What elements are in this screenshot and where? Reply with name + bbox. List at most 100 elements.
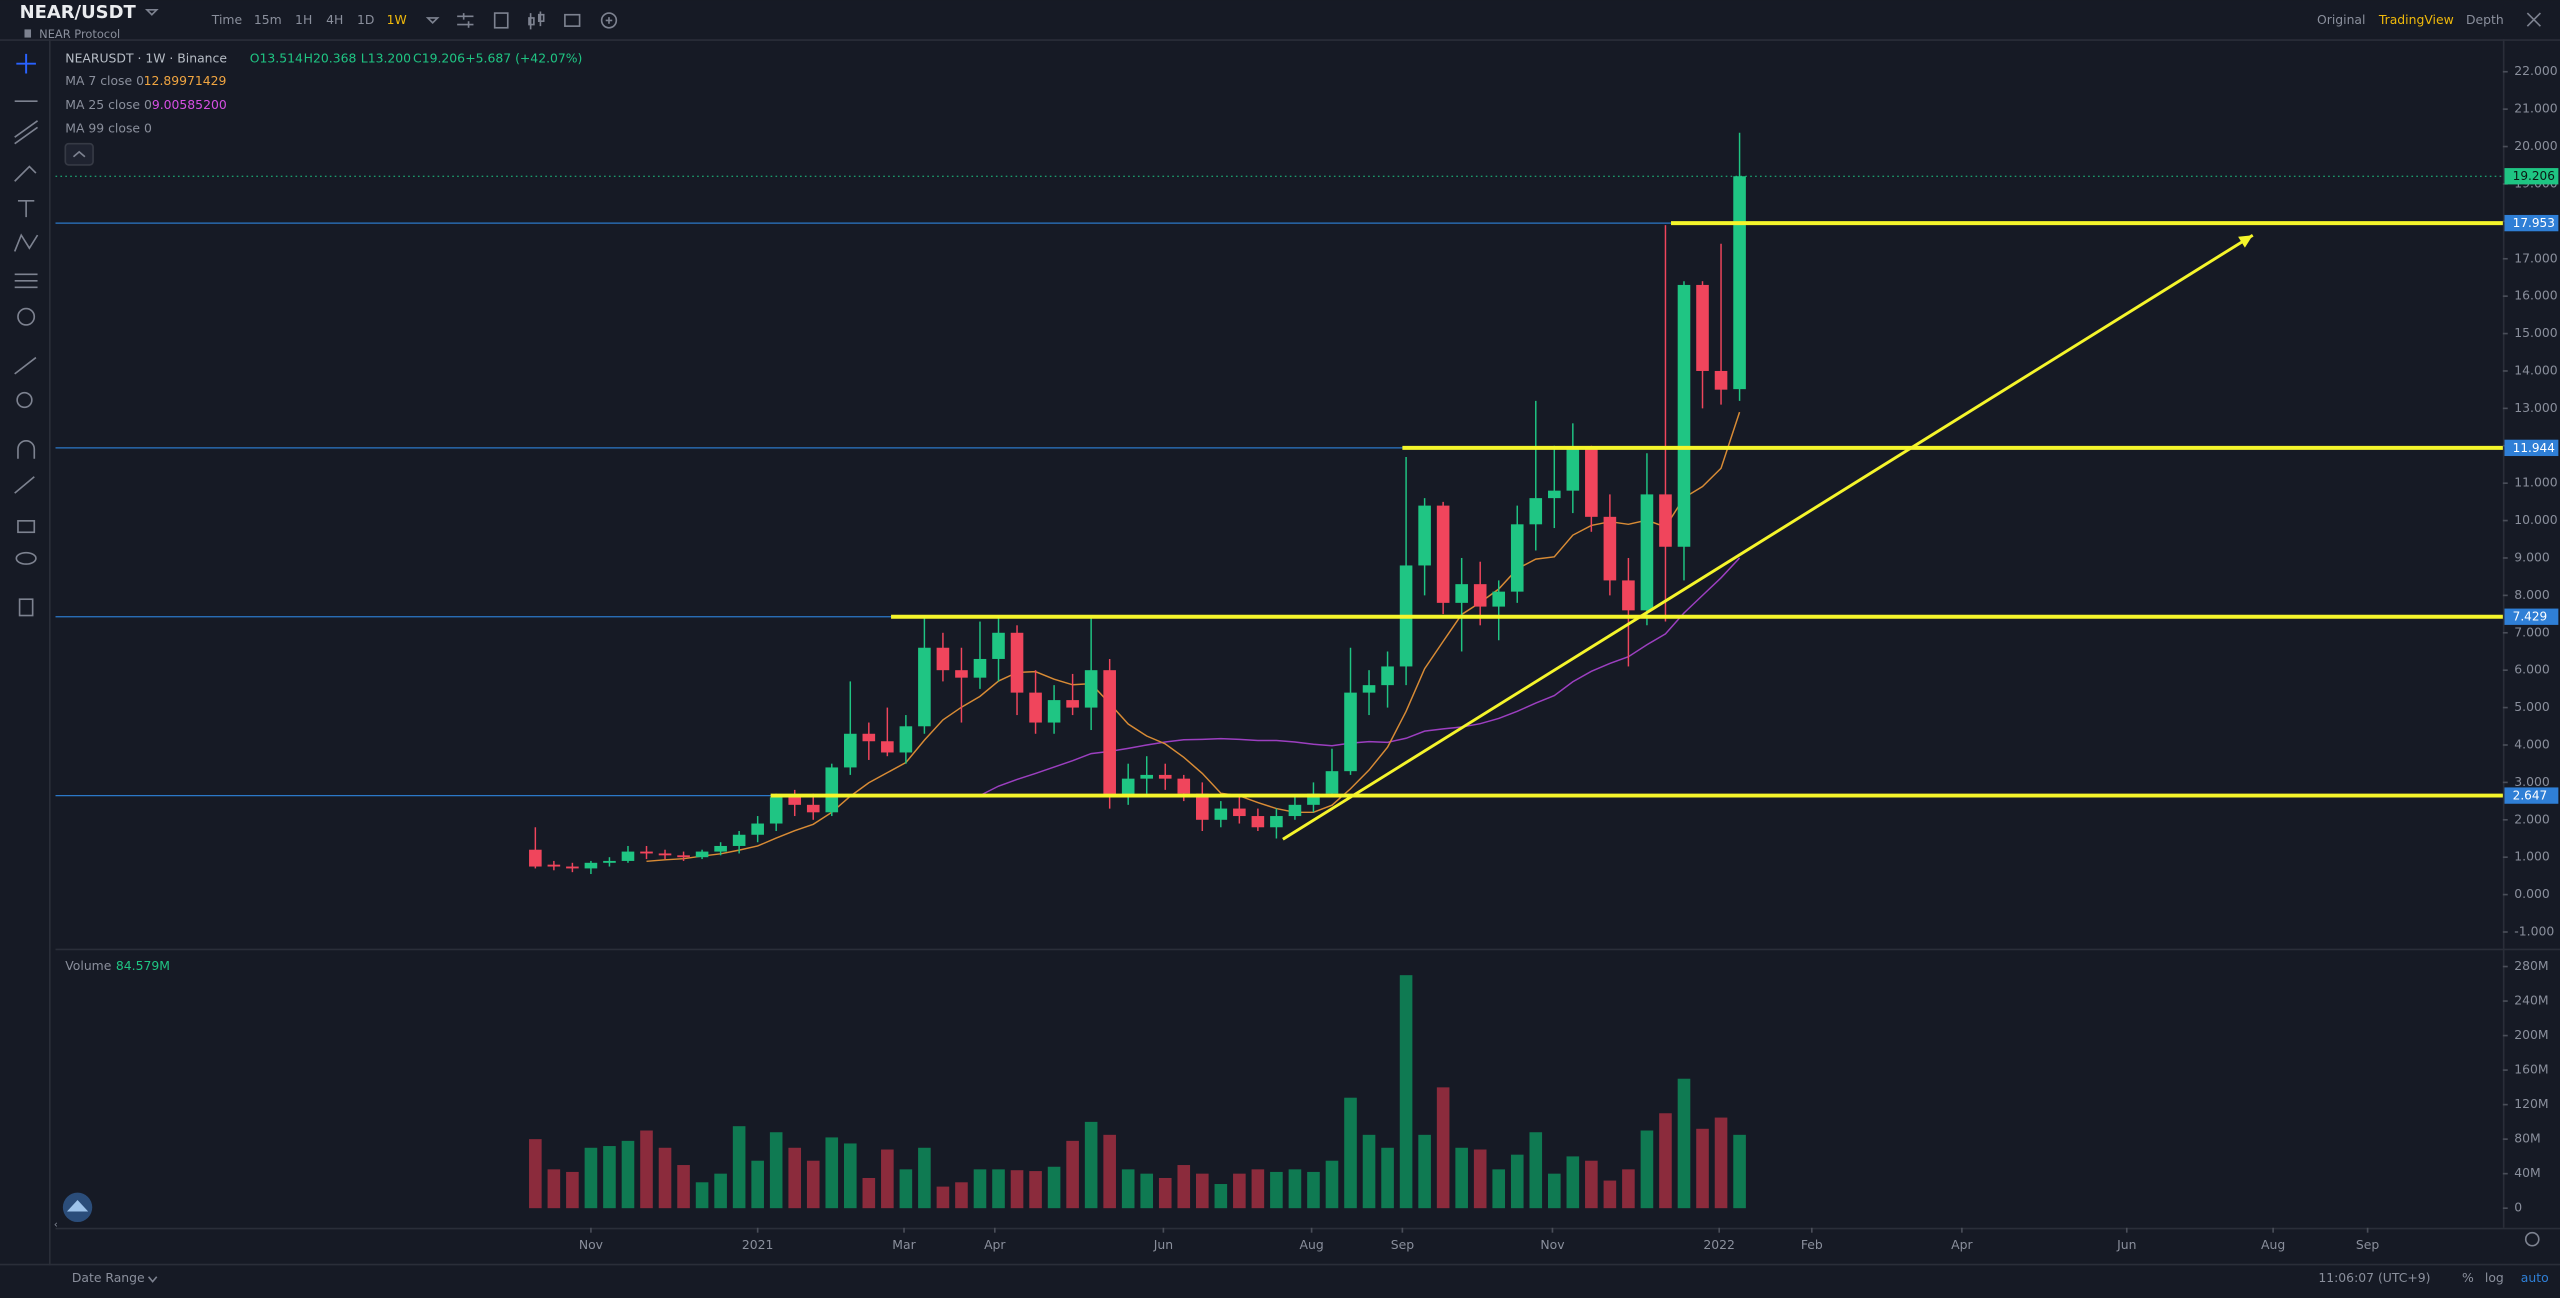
volume-bar bbox=[1344, 1097, 1357, 1209]
volume-bar bbox=[1603, 1180, 1617, 1209]
zoom-tool[interactable] bbox=[16, 391, 33, 409]
y-tick-label: 21.000 bbox=[2514, 101, 2557, 116]
level-price-tag: 11.944 bbox=[2513, 441, 2555, 455]
candle-body bbox=[603, 860, 616, 863]
candle-body bbox=[1362, 685, 1376, 693]
volume-bar bbox=[1436, 1087, 1450, 1209]
level-price-tag-bg bbox=[2504, 214, 2559, 232]
volume-bar bbox=[1270, 1171, 1283, 1209]
add-icon[interactable] bbox=[600, 12, 618, 29]
volume-bar bbox=[658, 1147, 672, 1209]
collapse-legend-button[interactable] bbox=[64, 142, 94, 166]
fib-tool[interactable] bbox=[14, 273, 38, 289]
y-tick-label: 3.000 bbox=[2514, 774, 2550, 789]
candle-body bbox=[788, 797, 802, 805]
settings-icon[interactable] bbox=[2524, 1231, 2540, 1247]
layout-icon[interactable] bbox=[493, 12, 509, 29]
view-button[interactable]: Depth bbox=[2466, 12, 2504, 27]
candle-body bbox=[658, 853, 672, 856]
volume-bar bbox=[566, 1171, 579, 1209]
level-price-tag-bg bbox=[2504, 439, 2559, 457]
level-price-tag: 2.647 bbox=[2513, 789, 2548, 803]
x-tick-label: Aug bbox=[2261, 1237, 2285, 1252]
y-tick-label: 15.000 bbox=[2514, 325, 2557, 340]
scroll-left[interactable]: ‹ bbox=[54, 1220, 58, 1231]
volume-tick-label: 120M bbox=[2514, 1096, 2548, 1111]
date-range-button[interactable]: Date Range bbox=[72, 1270, 145, 1285]
y-tick-label: 8.000 bbox=[2514, 587, 2550, 602]
x-tick-label: Mar bbox=[892, 1237, 916, 1252]
lock-tool[interactable] bbox=[17, 520, 36, 534]
camera-icon[interactable] bbox=[564, 13, 581, 27]
view-button[interactable]: TradingView bbox=[2378, 12, 2454, 27]
ma-value: 9.00585200 bbox=[152, 97, 227, 112]
volume-bar bbox=[547, 1169, 561, 1209]
volume-bar bbox=[918, 1147, 931, 1209]
ohlc-value: H20.368 bbox=[304, 50, 357, 65]
volume-bar bbox=[1121, 1169, 1135, 1209]
scale-option[interactable]: % bbox=[2462, 1270, 2474, 1285]
volume-bar bbox=[788, 1147, 802, 1209]
interval-button[interactable]: 4H bbox=[326, 12, 343, 27]
volume-tick-label: 160M bbox=[2514, 1062, 2548, 1077]
scale-option[interactable]: auto bbox=[2521, 1270, 2549, 1285]
interval-button[interactable]: 15m bbox=[254, 12, 282, 27]
volume-bar bbox=[973, 1169, 987, 1209]
top-bar bbox=[0, 0, 2560, 40]
volume-bar bbox=[1585, 1160, 1598, 1209]
brush-tool[interactable] bbox=[14, 165, 37, 182]
visibility-tool[interactable] bbox=[15, 551, 37, 565]
symbol-dropdown[interactable] bbox=[144, 8, 159, 16]
interval-button[interactable]: 1H bbox=[295, 12, 312, 27]
ma7-line bbox=[646, 411, 1741, 863]
candle-body bbox=[621, 851, 635, 861]
level-price-tag: 17.953 bbox=[2513, 216, 2555, 230]
candle-body bbox=[1455, 584, 1468, 603]
ma-label: MA 25 close 0 bbox=[65, 97, 152, 112]
volume-bar bbox=[677, 1165, 690, 1209]
candle-icon[interactable] bbox=[528, 11, 545, 30]
x-tick-label: 2022 bbox=[1703, 1237, 1735, 1252]
emoji-tool[interactable] bbox=[17, 307, 36, 326]
volume-bar bbox=[1548, 1173, 1561, 1209]
volume-bar bbox=[1362, 1134, 1376, 1209]
volume-bar bbox=[1214, 1184, 1228, 1209]
volume-bar bbox=[603, 1146, 616, 1209]
volume-bar bbox=[955, 1182, 968, 1209]
scale-option[interactable]: log bbox=[2485, 1270, 2504, 1285]
channel-tool[interactable] bbox=[14, 120, 39, 145]
interval-button[interactable]: 1W bbox=[387, 12, 407, 27]
y-tick-label: 14.000 bbox=[2514, 362, 2557, 377]
date-range-dropdown[interactable] bbox=[147, 1276, 158, 1283]
volume-bar bbox=[1529, 1132, 1543, 1209]
symbol[interactable]: NEAR/USDT bbox=[20, 2, 137, 23]
delete-tool[interactable] bbox=[18, 598, 34, 617]
candle-body bbox=[1548, 490, 1561, 499]
pattern-tool[interactable] bbox=[13, 233, 39, 252]
crosshair-tool[interactable] bbox=[16, 53, 36, 74]
ma-value: 12.89971429 bbox=[144, 73, 227, 88]
magnet-tool[interactable] bbox=[17, 440, 36, 459]
view-button[interactable]: Original bbox=[2317, 12, 2366, 27]
volume-bar bbox=[1714, 1117, 1728, 1209]
y-tick-label: 1.000 bbox=[2514, 849, 2550, 864]
candle-body bbox=[1344, 692, 1357, 772]
volume-bar bbox=[1418, 1134, 1431, 1209]
candle-body bbox=[1103, 670, 1116, 798]
candle-body bbox=[1140, 774, 1154, 779]
x-tick-label: Jun bbox=[1153, 1237, 1173, 1252]
lock-drawing-tool[interactable] bbox=[14, 476, 35, 494]
y-tick-label: 6.000 bbox=[2514, 662, 2550, 677]
indicator-icon[interactable] bbox=[457, 13, 474, 28]
y-tick-label: 11.000 bbox=[2514, 475, 2557, 490]
fullscreen-icon[interactable] bbox=[2526, 12, 2541, 27]
ruler-tool[interactable] bbox=[14, 356, 37, 375]
volume-bar bbox=[751, 1160, 764, 1209]
candle-body bbox=[1696, 284, 1709, 371]
clock: 11:06:07 (UTC+9) bbox=[2318, 1270, 2430, 1285]
interval-button[interactable]: Time bbox=[211, 12, 242, 27]
interval-dropdown[interactable] bbox=[425, 17, 440, 25]
text-tool[interactable] bbox=[17, 200, 35, 218]
interval-button[interactable]: 1D bbox=[357, 12, 374, 27]
